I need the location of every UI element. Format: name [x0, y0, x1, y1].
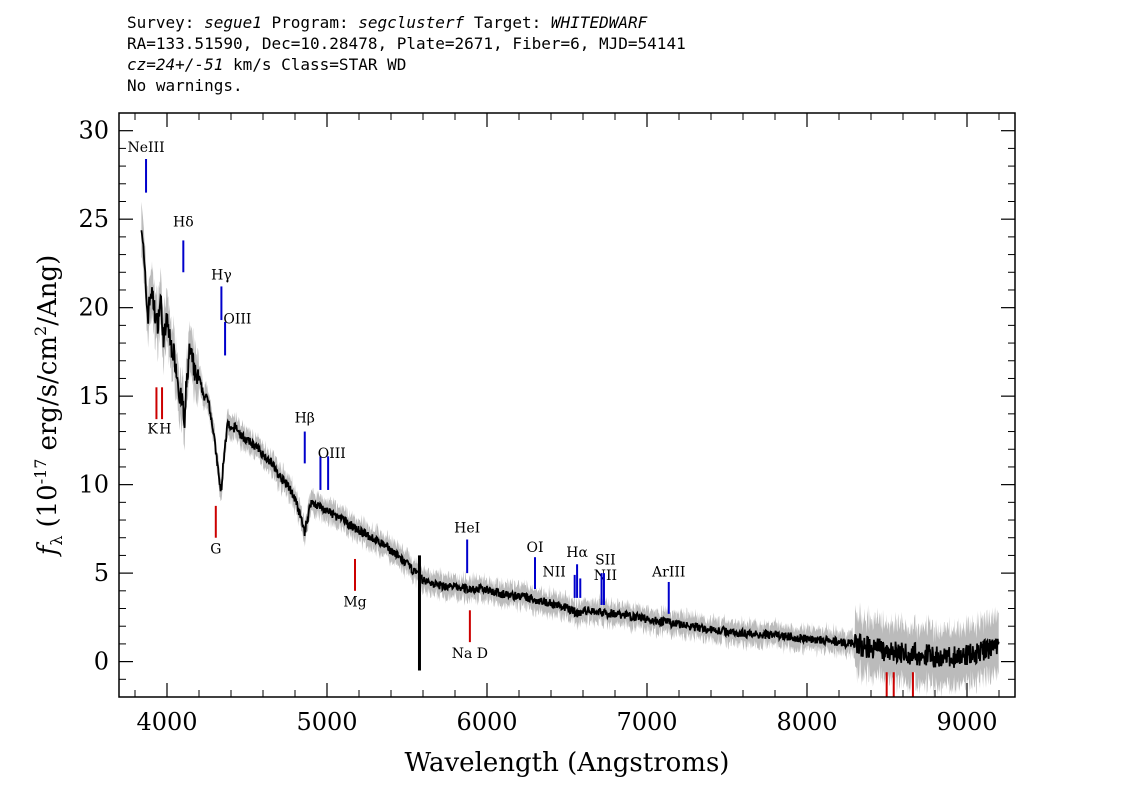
line-label: OI	[526, 540, 543, 556]
redshift-value: cz=24+/-51	[127, 55, 224, 74]
x-axis: 4000 5000 6000 7000 8000 9000	[134, 113, 1000, 736]
program-label: Program:	[271, 13, 349, 32]
line-label: G	[210, 542, 221, 558]
line-label: H	[159, 421, 171, 437]
y-label-prefix: (10	[33, 484, 63, 527]
spectral-line-markers: NeIIIHδHγOIIIHβOIIIHeIOINIIHαNIISIIArIII…	[127, 140, 914, 697]
y-label-exponent: -17	[31, 459, 50, 485]
error-band-shape	[141, 201, 999, 700]
x-tick-label: 9000	[936, 708, 997, 736]
y-label-suffix: /Ang)	[33, 255, 63, 326]
x-tick-label: 4000	[136, 708, 197, 736]
x-axis-label: Wavelength (Angstroms)	[405, 748, 730, 778]
line-label: Mg	[343, 595, 366, 611]
target-label: Target:	[473, 13, 542, 32]
header-line-3: cz=24+/-51 km/s Class=STAR WD	[127, 54, 686, 75]
survey-value: segue1	[204, 13, 262, 32]
plot-frame	[118, 112, 1016, 698]
program-value: segclusterf	[358, 13, 465, 32]
survey-label: Survey:	[127, 13, 195, 32]
y-tick-label: 25	[78, 205, 109, 233]
y-axis: 0 5 10 15 20 25 30	[78, 117, 1015, 680]
line-label: NII	[543, 565, 566, 581]
line-label: Hα	[566, 545, 588, 561]
y-label-exponent-2: 2	[31, 326, 50, 336]
class-value: km/s Class=STAR WD	[232, 55, 407, 74]
y-tick-label: 5	[94, 559, 109, 587]
y-tick-label: 10	[78, 471, 109, 499]
flux-line	[140, 230, 1000, 668]
y-tick-label: 20	[78, 294, 109, 322]
line-label: SII	[595, 552, 616, 568]
line-label: ArIII	[651, 565, 685, 581]
x-tick-label: 7000	[616, 708, 677, 736]
y-axis-label: fλ(10-17erg/s/cm2/Ang)	[31, 255, 66, 558]
target-value: WHITEDWARF	[550, 13, 648, 32]
line-label: Hδ	[173, 214, 194, 230]
line-label: OIII	[318, 446, 346, 462]
x-tick-label: 6000	[456, 708, 517, 736]
y-label-units: erg/s/cm	[33, 336, 63, 451]
line-label: NII	[594, 568, 617, 584]
flux-series	[140, 230, 1000, 671]
y-tick-label: 0	[94, 648, 109, 676]
y-label-subscript: λ	[47, 536, 66, 546]
line-label: OIII	[223, 312, 251, 328]
line-label: Hβ	[295, 411, 315, 427]
x-tick-label: 5000	[296, 708, 357, 736]
header-line-2: RA=133.51590, Dec=10.28478, Plate=2671, …	[127, 34, 686, 53]
y-tick-label: 15	[78, 382, 109, 410]
spectrum-header: Survey: segue1 Program: segclusterf Targ…	[127, 12, 686, 96]
line-label: NeIII	[127, 140, 164, 156]
y-tick-label: 30	[78, 117, 109, 145]
x-tick-label: 8000	[776, 708, 837, 736]
line-label: Hγ	[211, 267, 232, 283]
line-label: HeI	[454, 520, 480, 536]
line-label: K	[147, 421, 158, 437]
header-line-1: Survey: segue1 Program: segclusterf Targ…	[127, 12, 686, 33]
line-label: Na D	[452, 646, 488, 662]
header-line-4: No warnings.	[127, 76, 243, 95]
error-band	[141, 201, 999, 700]
